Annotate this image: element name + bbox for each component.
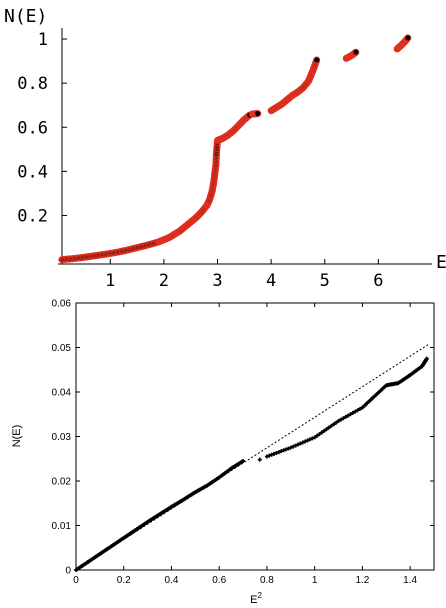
bottom-x-axis-label-base: E (250, 594, 257, 606)
bottom-data-point (286, 446, 291, 451)
top-series-segment (342, 48, 360, 62)
bottom-x-tick-label: 0.6 (212, 575, 226, 586)
bottom-data-point (276, 450, 281, 455)
bottom-x-tick-label: 1 (312, 575, 318, 586)
bottom-data-point (338, 417, 343, 422)
bottom-series-segment (264, 356, 429, 459)
bottom-data-point (281, 448, 286, 453)
bottom-y-tick-label: 0 (65, 566, 71, 577)
bottom-data-point (329, 423, 334, 428)
bottom-data-point (267, 453, 272, 458)
bottom-data-point (295, 442, 300, 447)
bottom-series-segment (74, 458, 246, 572)
bottom-data-point (336, 418, 341, 423)
top-series-segment (58, 111, 254, 264)
top-data-point (404, 34, 412, 42)
bottom-x-tick-label: 0.4 (165, 575, 179, 586)
bottom-data-point (319, 430, 324, 435)
bottom-y-tick-label: 0.01 (52, 521, 72, 532)
bottom-data-point (317, 432, 322, 437)
bottom-x-axis-label-sup: 2 (257, 591, 262, 600)
bottom-data-point (348, 412, 353, 417)
bottom-data-point (343, 414, 348, 419)
bottom-data-point (307, 437, 312, 442)
bottom-data-point (288, 445, 293, 450)
top-y-tick-label: 0.6 (17, 118, 48, 138)
bottom-y-tick-label: 0.05 (52, 343, 72, 354)
bottom-data-point (424, 356, 429, 361)
bottom-data-point (274, 450, 279, 455)
top-data-point (254, 110, 262, 118)
bottom-data-point (312, 435, 317, 440)
bottom-y-tick-label: 0.06 (52, 299, 72, 310)
bottom-data-point (291, 444, 296, 449)
bottom-data-point (303, 439, 308, 444)
top-data-point (313, 56, 321, 64)
bottom-y-tick-label: 0.02 (52, 477, 72, 488)
bottom-data-point (310, 436, 315, 441)
bottom-data-point (284, 447, 289, 452)
bottom-data-point (269, 452, 274, 457)
top-x-tick-label: 6 (373, 271, 383, 291)
top-x-axis-label: E (436, 252, 446, 273)
top-series-segment (393, 34, 412, 53)
top-x-tick-label: 5 (320, 271, 330, 291)
top-series-segment (267, 56, 321, 115)
bottom-data-point (355, 408, 360, 413)
bottom-data-point (346, 413, 351, 418)
bottom-data-point (322, 428, 327, 433)
bottom-x-tick-label: 1.2 (355, 575, 369, 586)
bottom-data-point (341, 416, 346, 421)
bottom-x-tick-label: 0 (73, 575, 79, 586)
top-y-tick-label: 0.4 (17, 162, 48, 182)
top-x-tick-label: 3 (212, 271, 222, 291)
bottom-data-point (324, 427, 329, 432)
bottom-data-point (272, 451, 277, 456)
bottom-plot-frame (75, 302, 435, 571)
bottom-data-point (300, 440, 305, 445)
top-x-tick-label: 4 (266, 271, 276, 291)
top-y-tick-label: 1 (38, 30, 48, 50)
top-chart: N(E) E 1 2 3 4 5 6 0.2 0.4 0.6 0.8 1 (4, 6, 446, 291)
bottom-data-point (334, 420, 339, 425)
top-series-segment (248, 110, 262, 118)
bottom-data-point (293, 443, 298, 448)
bottom-data-point (358, 406, 363, 411)
bottom-x-tick-label: 0.8 (260, 575, 274, 586)
top-y-tick-label: 0.2 (17, 206, 48, 226)
bottom-data-point (353, 409, 358, 414)
top-data-point (352, 48, 360, 56)
bottom-data-point (257, 457, 262, 462)
bottom-chart: 0 0.2 0.4 0.6 0.8 1 1.2 1.4 0 0.01 0.02 0.03 0.04 0.0… (11, 299, 435, 606)
bottom-data-point (305, 438, 310, 443)
bottom-data-point (331, 422, 336, 427)
bottom-data-point (279, 449, 284, 454)
bottom-data-point (298, 441, 303, 446)
bottom-data-point (264, 454, 269, 459)
top-x-tick-label: 2 (159, 271, 169, 291)
bottom-data-point (350, 410, 355, 415)
top-x-tick-label: 1 (105, 271, 115, 291)
bottom-data-point (241, 458, 246, 463)
bottom-x-tick-label: 0.2 (117, 575, 131, 586)
top-y-axis-label: N(E) (4, 6, 47, 27)
bottom-x-tick-label: 1.4 (403, 575, 417, 586)
bottom-data-point (326, 425, 331, 430)
bottom-y-tick-label: 0.04 (52, 388, 72, 399)
bottom-data-point (315, 433, 320, 438)
bottom-y-axis-label: N(E) (11, 425, 23, 448)
bottom-y-tick-label: 0.03 (52, 432, 72, 443)
top-y-tick-label: 0.8 (17, 74, 48, 94)
bottom-series-segment (257, 457, 262, 462)
bottom-x-axis-label: E2 (250, 591, 262, 606)
